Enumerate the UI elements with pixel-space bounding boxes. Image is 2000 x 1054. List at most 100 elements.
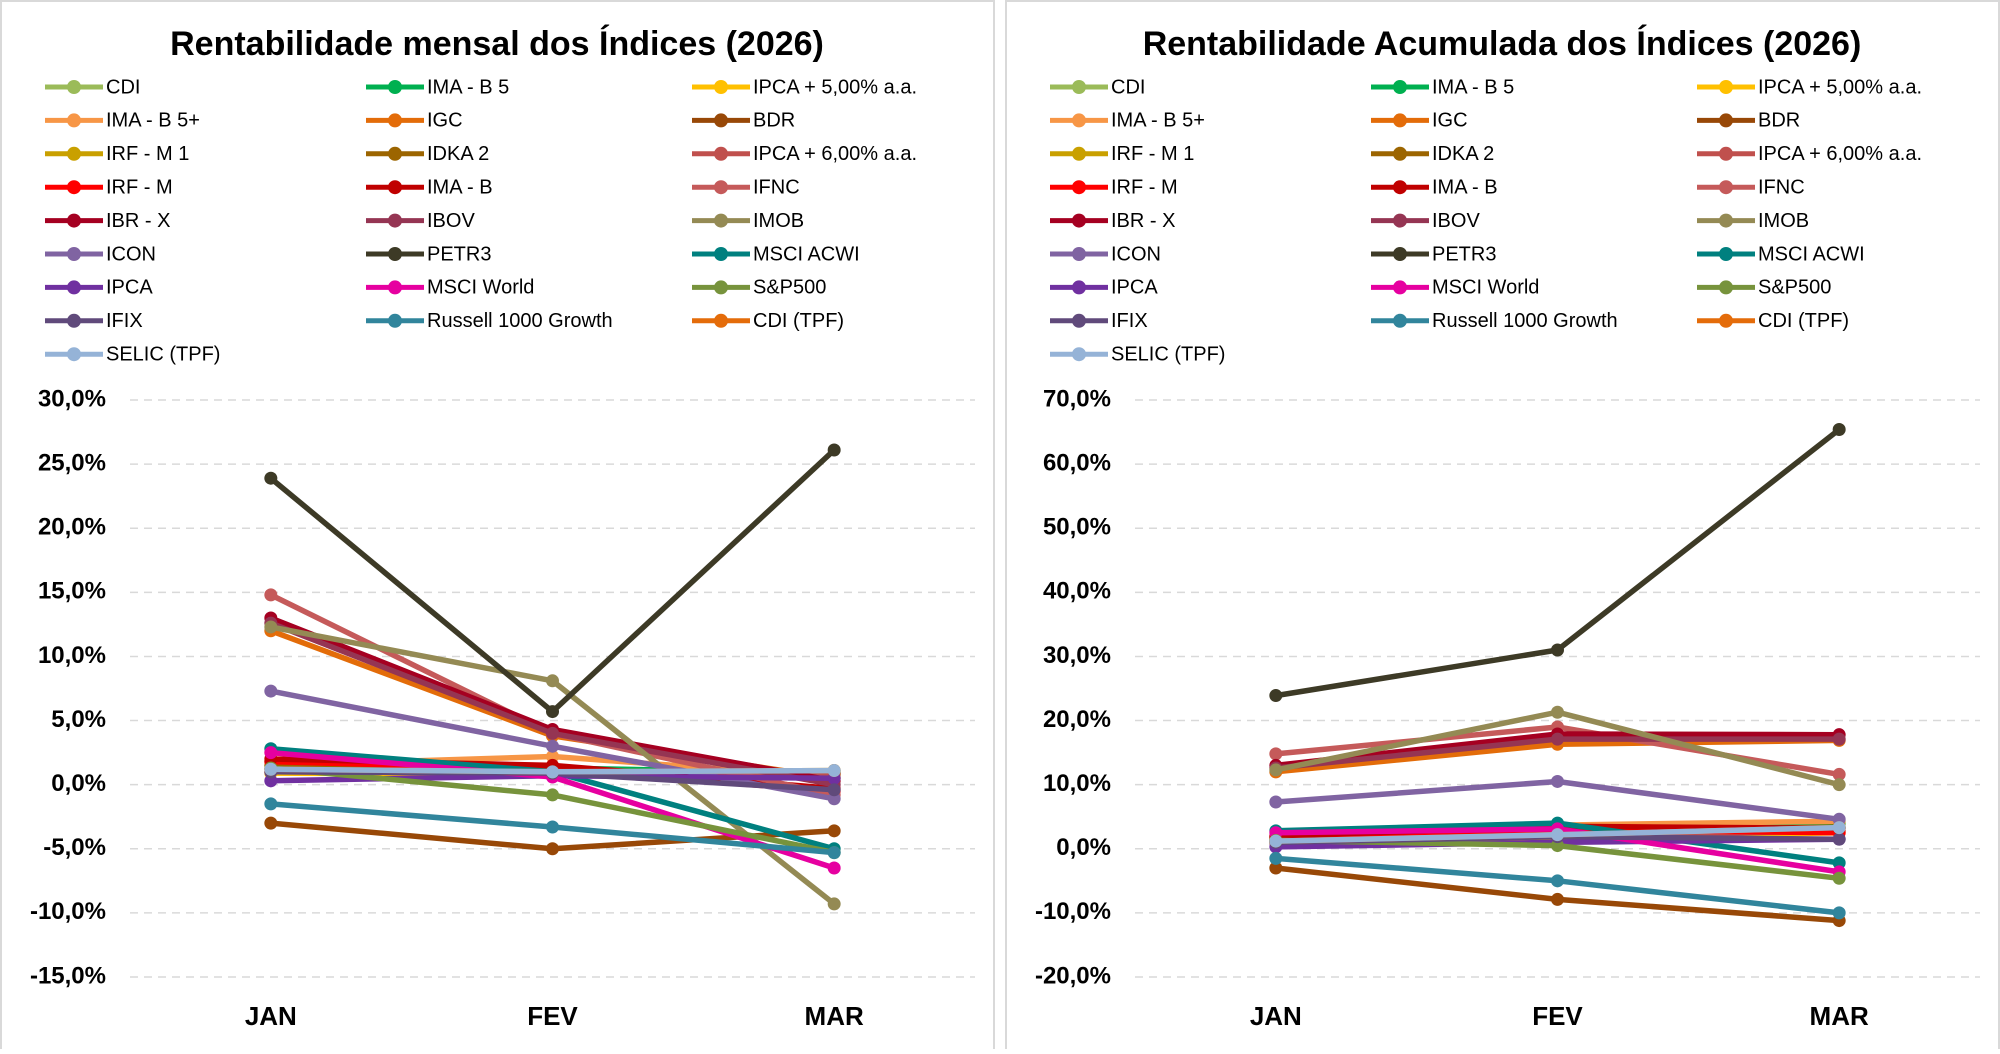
legend-marker (714, 180, 728, 195)
data-point (1832, 821, 1846, 835)
data-point (1269, 763, 1283, 777)
legend-marker (1719, 313, 1733, 328)
legend-label: IMOB (753, 210, 804, 232)
legend-label: IMA - B 5+ (106, 110, 200, 132)
legend-label: IDKA 2 (427, 143, 489, 165)
data-point (1269, 747, 1283, 761)
data-point (546, 705, 559, 719)
legend-marker (67, 280, 81, 295)
y-tick-label: 50,0% (1043, 514, 1111, 541)
data-point (1551, 892, 1564, 906)
data-point (1551, 732, 1564, 746)
legend-label: SELIC (TPF) (106, 343, 220, 365)
legend-label: IPCA + 6,00% a.a. (753, 143, 917, 165)
legend-marker (714, 80, 728, 94)
chart: Rentabilidade mensal dos Índices (2026) C… (30, 25, 975, 1031)
y-tick-label: 30,0% (1043, 642, 1111, 669)
legend-label: IBR - X (1111, 210, 1175, 232)
legend-label: IDKA 2 (1432, 143, 1494, 165)
data-point (264, 797, 278, 811)
series (264, 797, 841, 860)
data-point (1832, 856, 1846, 870)
legend-label: IFNC (753, 176, 800, 198)
legend-marker (67, 313, 81, 328)
y-tick-label: -10,0% (30, 898, 106, 925)
data-point (1551, 705, 1564, 719)
legend-marker (1719, 80, 1733, 94)
data-point (1832, 778, 1846, 792)
legend-marker (1072, 146, 1086, 161)
legend-marker (1719, 213, 1733, 228)
data-point (827, 897, 841, 911)
data-point (264, 588, 278, 602)
legend-marker (388, 180, 402, 195)
y-tick-label: -15,0% (30, 962, 106, 989)
legend-marker (1719, 247, 1733, 261)
data-point (827, 443, 841, 457)
legend-label: IFNC (1758, 176, 1805, 198)
data-point (1832, 871, 1846, 885)
legend-label: IMA - B 5 (1432, 76, 1514, 98)
legend-label: IMA - B (427, 176, 493, 198)
y-tick-label: 20,0% (38, 514, 106, 541)
legend-marker (388, 313, 402, 328)
data-point (264, 471, 278, 485)
data-point (264, 762, 278, 776)
legend-label: IBR - X (106, 210, 170, 232)
legend-label: MSCI ACWI (1758, 243, 1865, 265)
legend-marker (1072, 347, 1086, 362)
legend-label: IRF - M 1 (106, 143, 189, 165)
data-point (546, 820, 559, 834)
legend-marker (714, 247, 728, 261)
legend-marker (388, 80, 402, 94)
legend-marker (714, 113, 728, 128)
legend-marker (1393, 180, 1407, 195)
legend-marker (714, 313, 728, 328)
data-point (546, 739, 559, 753)
legend-label: Russell 1000 Growth (1432, 310, 1618, 332)
legend-label: S&P500 (753, 277, 826, 299)
legend-label: IRF - M (106, 176, 173, 198)
data-point (1832, 906, 1846, 920)
data-point (1269, 689, 1283, 703)
legend-marker (1393, 280, 1407, 295)
legend-label: MSCI World (1432, 277, 1539, 299)
legend-label: IRF - M 1 (1111, 143, 1194, 165)
data-point (827, 764, 841, 778)
data-point (1269, 795, 1283, 809)
data-point (1269, 834, 1283, 848)
legend-label: IPCA + 5,00% a.a. (1758, 76, 1922, 98)
legend-marker (67, 80, 81, 94)
y-tick-label: 30,0% (38, 385, 106, 412)
series (1269, 851, 1846, 920)
data-point (1832, 832, 1846, 846)
legend-label: MSCI ACWI (753, 243, 860, 265)
chart-title: Rentabilidade mensal dos Índices (2026) (170, 25, 824, 63)
data-point (546, 674, 559, 688)
chart-title: Rentabilidade Acumulada dos Índices (202… (1143, 25, 1862, 63)
y-tick-label: 70,0% (1043, 385, 1111, 412)
data-point (1832, 422, 1846, 436)
legend-marker (388, 146, 402, 161)
legend-marker (388, 280, 402, 295)
legend-label: CDI (106, 76, 140, 98)
legend-marker (1393, 80, 1407, 94)
legend-label: PETR3 (427, 243, 491, 265)
legend-label: IMOB (1758, 210, 1809, 232)
data-point (264, 620, 278, 634)
series (1269, 705, 1846, 792)
legend-marker (1719, 180, 1733, 195)
data-point (1551, 874, 1564, 888)
legend-marker (1072, 80, 1086, 94)
legend-marker (67, 113, 81, 128)
legend-label: IPCA + 5,00% a.a. (753, 76, 917, 98)
x-tick-label: FEV (1532, 1001, 1583, 1031)
legend-marker (1393, 146, 1407, 161)
data-point (827, 846, 841, 860)
y-tick-label: 60,0% (1043, 449, 1111, 476)
legend-label: BDR (1758, 110, 1800, 132)
x-tick-label: MAR (1810, 1001, 1869, 1031)
legend-label: MSCI World (427, 277, 534, 299)
series (264, 443, 841, 719)
legend-marker (1719, 113, 1733, 128)
